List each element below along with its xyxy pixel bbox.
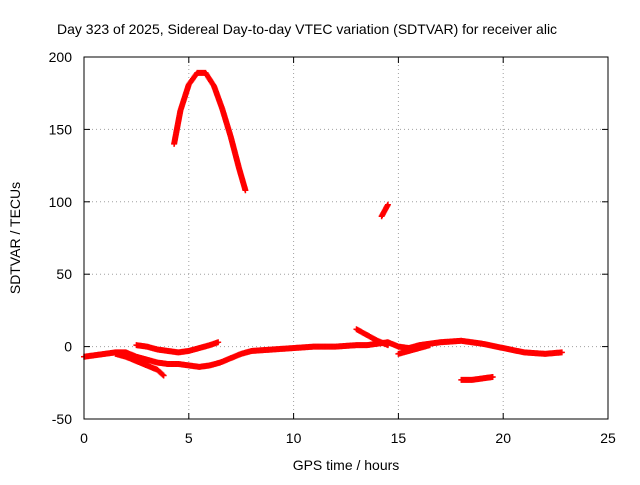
x-tick-label: 25 xyxy=(600,430,616,446)
data-layer xyxy=(81,69,565,383)
data-point xyxy=(384,201,391,208)
grid-layer xyxy=(84,57,608,419)
series-arc-low-d xyxy=(395,342,433,357)
x-axis-label: GPS time / hours xyxy=(293,457,400,473)
y-tick-label: -50 xyxy=(52,411,72,427)
data-point xyxy=(384,342,391,349)
y-tick-label: 0 xyxy=(64,339,72,355)
series-arc-mid xyxy=(378,201,391,220)
x-tick-label: 15 xyxy=(391,430,407,446)
y-tick-label: 100 xyxy=(49,194,73,210)
data-point xyxy=(242,187,249,194)
plot-frame xyxy=(83,56,609,420)
data-point xyxy=(160,372,167,379)
y-tick-label: 150 xyxy=(49,121,73,137)
data-point xyxy=(558,349,565,356)
data-point xyxy=(215,339,222,346)
data-point xyxy=(426,342,433,349)
x-tick-label: 5 xyxy=(185,430,193,446)
series-arc-low-c xyxy=(353,326,391,349)
data-point xyxy=(159,371,166,378)
y-axis-label: SDTVAR / TECUs xyxy=(7,182,23,294)
series-arc-low-e xyxy=(458,374,496,383)
series-arc-high xyxy=(171,69,249,194)
y-tick-label: 200 xyxy=(49,49,73,65)
series-arc-low-b xyxy=(133,339,222,356)
series-arc-low-a xyxy=(112,350,167,379)
data-point xyxy=(489,374,496,381)
axis-layer: 0 5 10 15 20 25 -50 0 50 100 150 200 xyxy=(49,49,616,446)
x-tick-label: 20 xyxy=(495,430,511,446)
x-tick-label: 0 xyxy=(80,430,88,446)
x-tick-label: 10 xyxy=(286,430,302,446)
y-tick-label: 50 xyxy=(56,266,72,282)
series-arc-main xyxy=(81,337,565,370)
chart-title: Day 323 of 2025, Sidereal Day-to-day VTE… xyxy=(57,21,557,37)
